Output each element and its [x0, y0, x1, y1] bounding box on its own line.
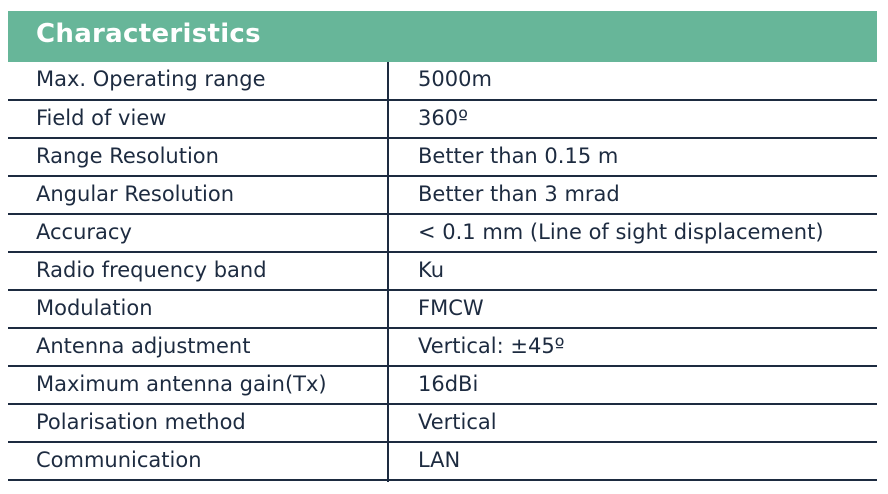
row-value: 16dBi — [418, 372, 479, 396]
table-row: Range Resolution Better than 0.15 m — [8, 139, 877, 177]
row-label: Modulation — [36, 296, 153, 320]
row-value: Vertical — [418, 410, 497, 434]
table-row: Field of view 360º — [8, 101, 877, 139]
column-divider — [387, 62, 389, 482]
table-header: Characteristics — [8, 11, 877, 62]
row-label: Angular Resolution — [36, 182, 235, 206]
row-label: Maximum antenna gain(Tx) — [36, 372, 327, 396]
row-label: Max. Operating range — [36, 67, 266, 91]
table-row: Antenna adjustment Vertical: ±45º — [8, 329, 877, 367]
row-value: Ku — [418, 258, 445, 282]
table-row: Accuracy < 0.1 mm (Line of sight displace… — [8, 215, 877, 253]
row-value: 360º — [418, 106, 468, 130]
table-row: Polarisation method Vertical — [8, 405, 877, 443]
row-label: Radio frequency band — [36, 258, 267, 282]
row-value: Vertical: ±45º — [418, 334, 565, 358]
table-row: Radio frequency band Ku — [8, 253, 877, 291]
row-label: Accuracy — [36, 220, 132, 244]
row-value: 5000m — [418, 67, 492, 91]
table-title: Characteristics — [36, 19, 261, 49]
row-label: Antenna adjustment — [36, 334, 251, 358]
table-row: Communication LAN — [8, 443, 877, 481]
row-value: FMCW — [418, 296, 484, 320]
characteristics-table: Max. Operating range 5000m Field of view 36… — [8, 62, 877, 482]
row-value: LAN — [418, 448, 461, 472]
row-value: Better than 3 mrad — [418, 182, 620, 206]
row-label: Range Resolution — [36, 144, 219, 168]
table-row: Modulation FMCW — [8, 291, 877, 329]
row-label: Communication — [36, 448, 202, 472]
table-row: Angular Resolution Better than 3 mrad — [8, 177, 877, 215]
row-label: Polarisation method — [36, 410, 246, 434]
row-value: Better than 0.15 m — [418, 144, 619, 168]
row-value: < 0.1 mm (Line of sight displacement) — [418, 220, 824, 244]
row-label: Field of view — [36, 106, 167, 130]
table-row: Maximum antenna gain(Tx) 16dBi — [8, 367, 877, 405]
table-row: Max. Operating range 5000m — [8, 62, 877, 101]
